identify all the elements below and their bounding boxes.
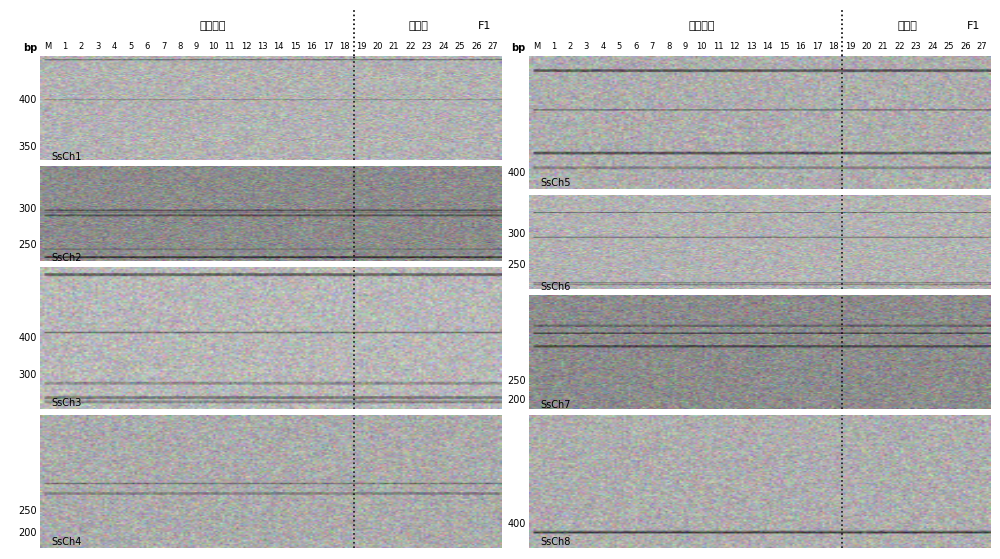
Text: 27: 27 [488, 42, 498, 51]
Text: 5: 5 [617, 42, 622, 51]
Text: 300: 300 [507, 229, 526, 239]
Text: 200: 200 [507, 395, 526, 405]
Text: 8: 8 [666, 42, 672, 51]
Text: 4: 4 [600, 42, 606, 51]
Text: 250: 250 [18, 506, 37, 515]
Text: 23: 23 [911, 42, 921, 51]
Text: 25: 25 [455, 42, 465, 51]
Text: 9: 9 [683, 42, 688, 51]
Text: 15: 15 [290, 42, 301, 51]
Text: 12: 12 [729, 42, 740, 51]
Text: 22: 22 [894, 42, 905, 51]
Text: 14: 14 [762, 42, 773, 51]
Text: bp: bp [23, 43, 37, 53]
Text: 5: 5 [128, 42, 133, 51]
Text: 11: 11 [224, 42, 235, 51]
Text: 6: 6 [633, 42, 639, 51]
Text: 17: 17 [812, 42, 822, 51]
Text: 13: 13 [257, 42, 268, 51]
Text: 14: 14 [274, 42, 284, 51]
Text: 27: 27 [976, 42, 987, 51]
Text: 400: 400 [507, 168, 526, 178]
Text: 2: 2 [567, 42, 573, 51]
Text: 17: 17 [323, 42, 334, 51]
Text: SsCh7: SsCh7 [540, 400, 571, 410]
Text: 1: 1 [551, 42, 556, 51]
Text: 11: 11 [713, 42, 723, 51]
Text: 4: 4 [111, 42, 117, 51]
Text: 8: 8 [177, 42, 183, 51]
Text: 19: 19 [356, 42, 366, 51]
Text: 7: 7 [161, 42, 166, 51]
Text: SsCh8: SsCh8 [540, 537, 571, 547]
Text: 24: 24 [927, 42, 938, 51]
Text: 22: 22 [405, 42, 416, 51]
Text: 400: 400 [19, 333, 37, 343]
Text: 19: 19 [845, 42, 855, 51]
Text: 热带种: 热带种 [898, 21, 918, 31]
Text: 250: 250 [18, 240, 37, 250]
Text: 剥手密种: 剥手密种 [689, 21, 715, 31]
Text: 剥手密种: 剥手密种 [200, 21, 226, 31]
Text: 23: 23 [422, 42, 432, 51]
Text: 9: 9 [194, 42, 199, 51]
Text: 13: 13 [746, 42, 756, 51]
Text: 20: 20 [861, 42, 872, 51]
Text: 26: 26 [471, 42, 482, 51]
Text: 12: 12 [241, 42, 251, 51]
Text: 16: 16 [795, 42, 806, 51]
Text: 16: 16 [306, 42, 317, 51]
Text: 20: 20 [372, 42, 383, 51]
Text: 300: 300 [19, 204, 37, 214]
Text: 15: 15 [779, 42, 789, 51]
Text: 10: 10 [208, 42, 218, 51]
Text: M: M [45, 42, 52, 51]
Text: 24: 24 [438, 42, 449, 51]
Text: 250: 250 [507, 376, 526, 386]
Text: SsCh3: SsCh3 [52, 398, 82, 408]
Text: 2: 2 [79, 42, 84, 51]
Text: SsCh4: SsCh4 [52, 537, 82, 547]
Text: 3: 3 [584, 42, 589, 51]
Text: 300: 300 [19, 370, 37, 380]
Text: 200: 200 [18, 528, 37, 538]
Text: 3: 3 [95, 42, 100, 51]
Text: 250: 250 [507, 260, 526, 270]
Text: 1: 1 [62, 42, 67, 51]
Text: 400: 400 [19, 94, 37, 105]
Text: F1: F1 [478, 21, 491, 31]
Text: SsCh6: SsCh6 [540, 282, 571, 292]
Text: bp: bp [512, 43, 526, 53]
Text: 18: 18 [828, 42, 839, 51]
Text: 10: 10 [697, 42, 707, 51]
Text: F1: F1 [967, 21, 980, 31]
Text: 21: 21 [389, 42, 399, 51]
Text: 6: 6 [144, 42, 150, 51]
Text: 7: 7 [650, 42, 655, 51]
Text: SsCh2: SsCh2 [52, 253, 82, 263]
Text: M: M [533, 42, 541, 51]
Text: 18: 18 [339, 42, 350, 51]
Text: 热带种: 热带种 [409, 21, 429, 31]
Text: SsCh1: SsCh1 [52, 152, 82, 162]
Text: 400: 400 [507, 519, 526, 529]
Text: 350: 350 [18, 141, 37, 151]
Text: 26: 26 [960, 42, 971, 51]
Text: SsCh5: SsCh5 [540, 178, 571, 188]
Text: 25: 25 [944, 42, 954, 51]
Text: 21: 21 [878, 42, 888, 51]
